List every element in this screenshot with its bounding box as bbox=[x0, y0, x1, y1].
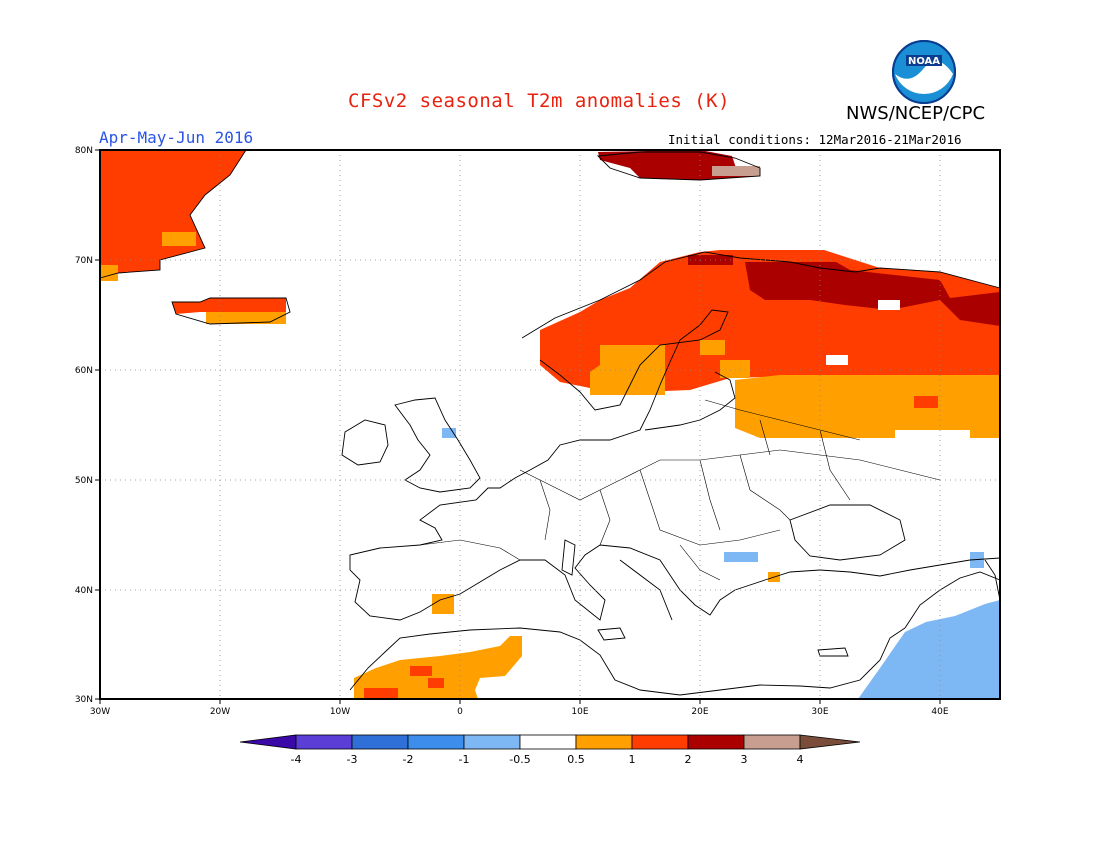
colorbar-swatch-2-3 bbox=[687, 734, 745, 750]
colorbar-swatch-neutral bbox=[519, 734, 577, 750]
lon-label-40e: 40E bbox=[931, 707, 948, 717]
colorbar-swatch-1-05 bbox=[463, 734, 521, 750]
colorbar-label: 3 bbox=[741, 753, 748, 766]
colorbar-swatch-2-1 bbox=[407, 734, 465, 750]
organization-label: NWS/NCEP/CPC bbox=[846, 103, 986, 124]
map-frame bbox=[99, 149, 1001, 700]
noaa-logo: NOAA bbox=[892, 40, 956, 104]
lat-label-50n: 50N bbox=[75, 476, 93, 486]
lon-label-10e: 10E bbox=[571, 707, 588, 717]
lat-label-40n: 40N bbox=[75, 586, 93, 596]
lon-label-0: 0 bbox=[457, 707, 463, 717]
lat-label-30n: 30N bbox=[75, 695, 93, 705]
lon-label-30w: 30W bbox=[90, 707, 110, 717]
lon-label-20e: 20E bbox=[691, 707, 708, 717]
colorbar bbox=[239, 734, 861, 750]
colorbar-swatch-1-2 bbox=[631, 734, 689, 750]
colorbar-label: 2 bbox=[685, 753, 692, 766]
colorbar-label: -0.5 bbox=[509, 753, 530, 766]
colorbar-label: 4 bbox=[797, 753, 804, 766]
colorbar-swatch-gt-4 bbox=[799, 734, 861, 750]
colorbar-label: -2 bbox=[403, 753, 414, 766]
axis-ticks bbox=[95, 149, 941, 704]
colorbar-swatch-3-4 bbox=[743, 734, 801, 750]
lon-label-10w: 10W bbox=[330, 707, 350, 717]
colorbar-label: 1 bbox=[629, 753, 636, 766]
map-title: CFSv2 seasonal T2m anomalies (K) bbox=[348, 90, 731, 112]
colorbar-label: -1 bbox=[459, 753, 470, 766]
lat-label-70n: 70N bbox=[75, 256, 93, 266]
colorbar-label: 0.5 bbox=[567, 753, 585, 766]
lon-label-20w: 20W bbox=[210, 707, 230, 717]
colorbar-label: -4 bbox=[291, 753, 302, 766]
lon-label-30e: 30E bbox=[811, 707, 828, 717]
colorbar-swatch-4-3 bbox=[295, 734, 353, 750]
coastlines bbox=[99, 149, 1001, 696]
colorbar-swatch-3-2 bbox=[351, 734, 409, 750]
anomaly-fill bbox=[100, 150, 1000, 699]
colorbar-labels: -4 -3 -2 -1 -0.5 0.5 1 2 3 4 bbox=[291, 753, 804, 766]
forecast-period: Apr-May-Jun 2016 bbox=[99, 128, 254, 147]
lat-lon-grid bbox=[100, 150, 1000, 699]
colorbar-label: -3 bbox=[347, 753, 358, 766]
lat-label-80n: 80N bbox=[75, 146, 93, 156]
colorbar-swatch-lt-4 bbox=[239, 734, 297, 750]
svg-text:NOAA: NOAA bbox=[908, 56, 940, 67]
lat-label-60n: 60N bbox=[75, 366, 93, 376]
initial-conditions: Initial conditions: 12Mar2016-21Mar2016 bbox=[668, 132, 962, 147]
colorbar-swatch-05-1 bbox=[575, 734, 633, 750]
